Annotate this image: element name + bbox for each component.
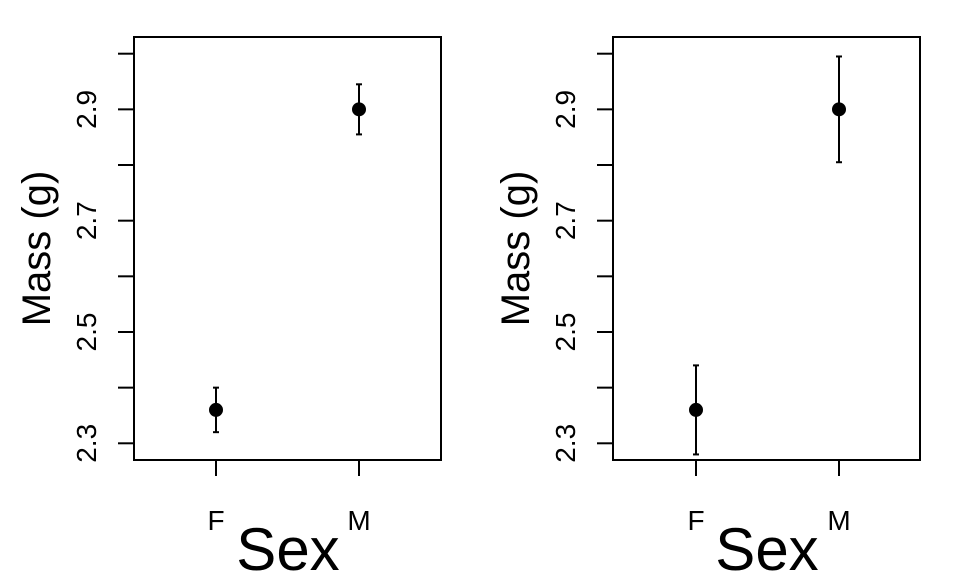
y-axis-label: Mass (g) bbox=[15, 171, 59, 327]
x-tick-label: F bbox=[687, 505, 704, 536]
right-panel: 2.3 2.5 2.7 2.9 F M Mass (g) Sex bbox=[494, 36, 921, 576]
y-tick-label: 2.5 bbox=[71, 313, 102, 352]
x-tick-label: M bbox=[347, 505, 370, 536]
y-tick-label: 2.5 bbox=[550, 313, 581, 352]
y-tick-label: 2.7 bbox=[71, 201, 102, 240]
data-point bbox=[689, 402, 703, 417]
plot-frame bbox=[133, 36, 442, 461]
data-point bbox=[352, 102, 366, 117]
plot-frame bbox=[612, 36, 921, 461]
x-tick-label: F bbox=[207, 505, 224, 536]
y-tick-label: 2.3 bbox=[71, 424, 102, 463]
left-panel: 2.3 2.5 2.7 2.9 F M Mass (g) Sex bbox=[15, 36, 442, 576]
y-tick-label: 2.3 bbox=[550, 424, 581, 463]
x-tick-label: M bbox=[827, 505, 850, 536]
x-axis-label: Sex bbox=[236, 516, 339, 576]
y-axis-label: Mass (g) bbox=[494, 171, 538, 327]
data-point bbox=[209, 402, 223, 417]
y-tick-label: 2.9 bbox=[71, 90, 102, 129]
data-point bbox=[832, 102, 846, 117]
x-axis-label: Sex bbox=[715, 516, 818, 576]
y-tick-label: 2.7 bbox=[550, 201, 581, 240]
y-tick-label: 2.9 bbox=[550, 90, 581, 129]
